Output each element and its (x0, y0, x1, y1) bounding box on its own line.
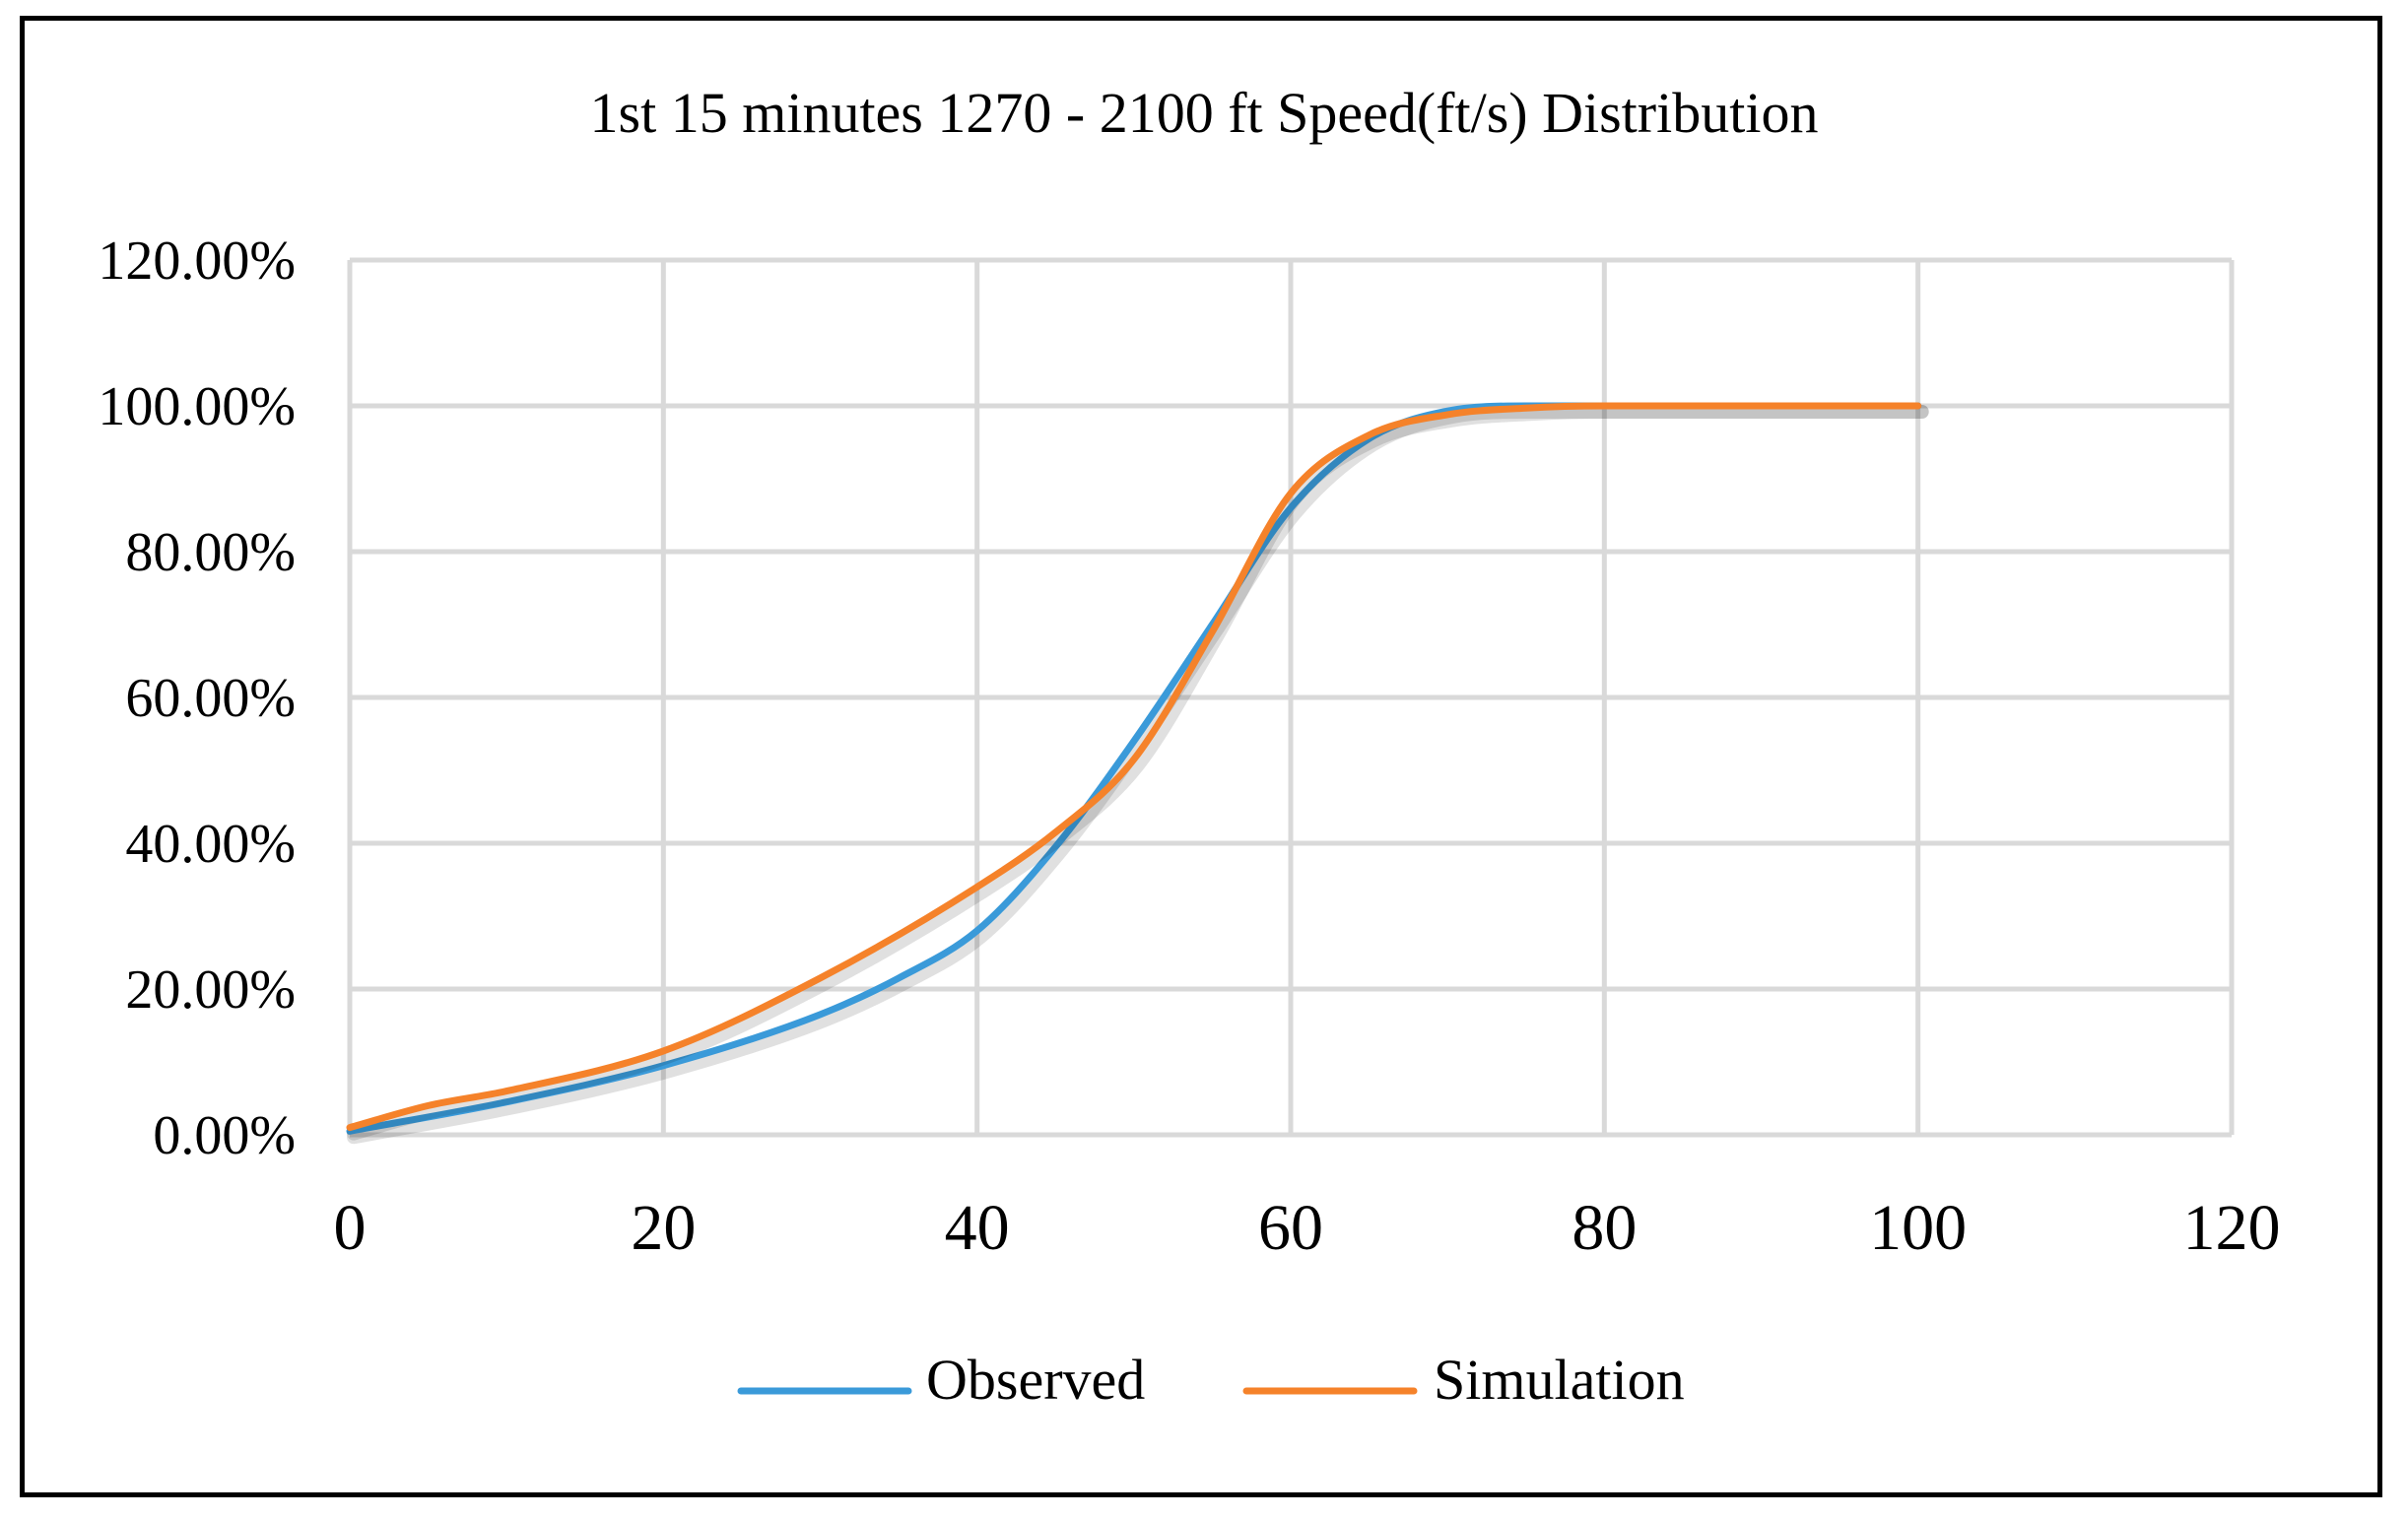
x-axis-ticks: 0 20 40 60 80 100 120 (334, 1192, 2281, 1264)
y-tick-label: 60.00% (125, 668, 296, 729)
y-tick-label: 20.00% (125, 959, 296, 1021)
legend-label-simulation: Simulation (1434, 1348, 1685, 1412)
y-axis-ticks: 0.00% 20.00% 40.00% 60.00% 80.00% 100.00% 120.… (98, 231, 296, 1166)
series-shadow (347, 404, 1929, 1141)
legend-label-observed: Observed (926, 1348, 1145, 1412)
series-line-simulation (346, 402, 1922, 1132)
y-tick-label: 120.00% (98, 231, 296, 292)
y-tick-label: 80.00% (125, 522, 296, 583)
y-tick-label: 40.00% (125, 814, 296, 875)
x-tick-label: 0 (334, 1192, 367, 1264)
x-tick-label: 60 (1258, 1192, 1323, 1264)
x-tick-label: 40 (945, 1192, 1010, 1264)
x-tick-label: 80 (1572, 1192, 1637, 1264)
x-tick-label: 20 (631, 1192, 696, 1264)
y-tick-label: 0.00% (153, 1105, 296, 1166)
x-tick-label: 100 (1869, 1192, 1967, 1264)
y-tick-label: 100.00% (98, 376, 296, 437)
legend: Observed Simulation (737, 1348, 1685, 1412)
chart-title: 1st 15 minutes 1270 - 2100 ft Speed(ft/s… (590, 81, 1819, 145)
x-tick-label: 120 (2183, 1192, 2281, 1264)
series-lines (346, 402, 1929, 1145)
chart-frame (20, 16, 2382, 1497)
grid (347, 257, 2235, 1138)
